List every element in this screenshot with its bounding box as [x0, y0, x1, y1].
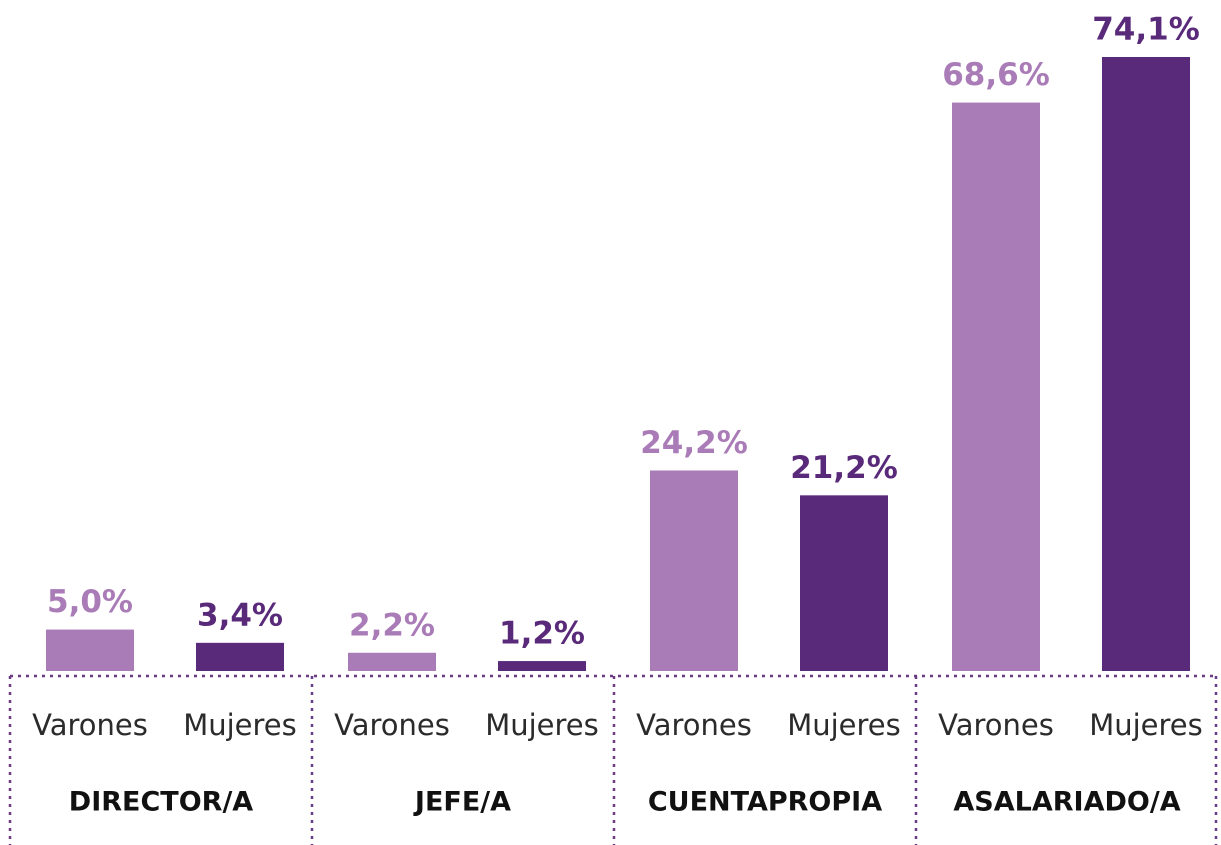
- series-label: Mujeres: [1089, 708, 1203, 742]
- series-label: Varones: [32, 708, 148, 742]
- series-label: Varones: [938, 708, 1054, 742]
- bar: [800, 495, 888, 671]
- bar: [46, 629, 134, 671]
- value-label: 24,2%: [640, 425, 748, 461]
- category-label: CUENTAPROPIA: [648, 787, 882, 818]
- value-label: 21,2%: [790, 450, 898, 486]
- value-label: 74,1%: [1092, 12, 1200, 48]
- category-label: DIRECTOR/A: [69, 787, 254, 818]
- series-label: Mujeres: [485, 708, 599, 742]
- bar: [650, 470, 738, 671]
- series-label: Varones: [334, 708, 450, 742]
- value-label: 3,4%: [197, 597, 283, 633]
- bar: [348, 652, 436, 671]
- series-label: Mujeres: [787, 708, 901, 742]
- bar: [196, 642, 284, 671]
- series-label: Varones: [636, 708, 752, 742]
- category-label: JEFE/A: [413, 787, 511, 818]
- series-label: Mujeres: [183, 708, 297, 742]
- value-label: 1,2%: [499, 616, 585, 652]
- bar: [1102, 57, 1190, 671]
- category-label: ASALARIADO/A: [953, 787, 1180, 818]
- bar: [498, 661, 586, 671]
- value-label: 2,2%: [349, 607, 435, 643]
- bar: [952, 102, 1040, 671]
- value-label: 5,0%: [47, 584, 133, 620]
- value-label: 68,6%: [942, 57, 1050, 93]
